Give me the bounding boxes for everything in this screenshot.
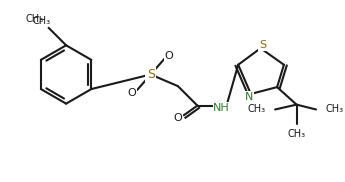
Text: S: S — [259, 40, 266, 50]
Text: CH₃: CH₃ — [26, 14, 44, 24]
Text: O: O — [128, 88, 137, 98]
Text: O: O — [174, 113, 182, 123]
Text: NH: NH — [213, 102, 230, 112]
Text: CH₃: CH₃ — [33, 16, 51, 26]
Text: S: S — [147, 68, 155, 81]
Text: CH₃: CH₃ — [326, 104, 344, 114]
Text: CH₃: CH₃ — [287, 129, 306, 139]
Text: N: N — [245, 92, 253, 102]
Text: O: O — [165, 51, 174, 61]
Text: CH₃: CH₃ — [247, 104, 265, 114]
